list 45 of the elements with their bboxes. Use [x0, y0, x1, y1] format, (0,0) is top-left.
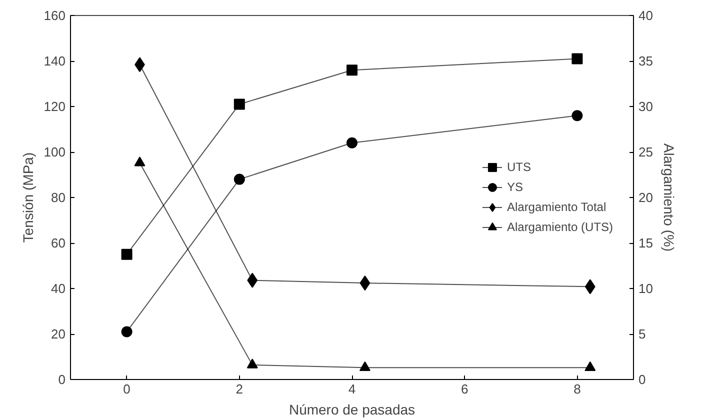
point	[234, 98, 245, 110]
point	[346, 64, 358, 76]
legend-label: UTS	[506, 160, 531, 174]
point	[246, 358, 258, 368]
point	[247, 272, 258, 288]
point	[572, 53, 583, 64]
point	[121, 326, 132, 338]
x-tick-label: 4	[348, 382, 356, 396]
y-tick-label: 120	[44, 99, 66, 114]
point	[572, 110, 583, 122]
y-tick-label: 80	[51, 190, 66, 205]
legend-label: YS	[506, 180, 524, 194]
y-tick-label: 60	[51, 236, 66, 250]
y-tick-label: 20	[51, 326, 66, 342]
x-tick-label: 0	[123, 382, 130, 396]
point	[584, 361, 596, 372]
point	[134, 156, 146, 166]
y2-tick-label: 20	[638, 190, 653, 205]
y-axis-title: Tensión (MPa)	[20, 152, 36, 243]
y-tick-label: 140	[44, 54, 66, 68]
y2-axis-title: Alargamiento (%)	[660, 143, 677, 252]
y2-tick-label: 30	[638, 99, 653, 114]
y2-tick-label: 40	[638, 8, 653, 23]
y-tick-label: 40	[51, 281, 66, 296]
legend-label: Alargamiento (UTS)	[506, 220, 613, 234]
x-axis-title: Número de pasadas	[288, 402, 416, 418]
point	[360, 276, 370, 291]
y2-tick-label: 10	[638, 281, 653, 296]
y-tick-label: 100	[44, 144, 66, 160]
point	[234, 174, 245, 185]
x-tick-label: 2	[236, 382, 244, 396]
point	[359, 361, 370, 372]
y2-tick-label: 35	[638, 54, 653, 68]
y2-tick-label: 5	[638, 326, 646, 342]
y-tick-label: 160	[44, 8, 66, 23]
y-tick-label: 0	[58, 372, 66, 387]
y2-tick-label: 0	[638, 372, 646, 387]
y2-tick-label: 25	[638, 144, 653, 160]
x-tick-label: 6	[460, 382, 468, 396]
point	[346, 137, 358, 148]
legend-label: Alargamiento Total	[506, 200, 606, 214]
point	[121, 248, 132, 260]
point	[584, 279, 596, 294]
y2-tick-label: 15	[638, 236, 653, 250]
x-tick-label: 8	[574, 382, 581, 396]
